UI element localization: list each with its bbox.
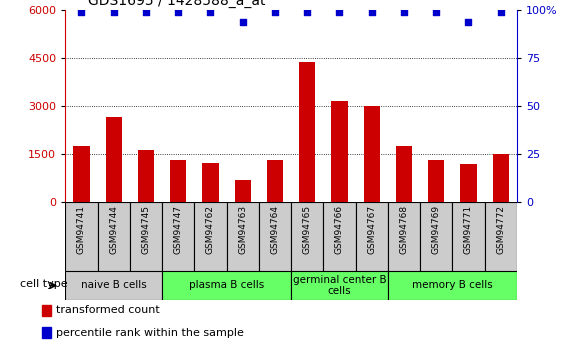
Text: GSM94744: GSM94744 [109,205,118,254]
Bar [65,202,98,271]
Bar [461,164,477,202]
Point [238,19,247,24]
Bar [227,202,259,271]
Bar [259,202,291,271]
Bar [65,272,162,299]
Point [206,10,215,15]
Bar [388,202,420,271]
Bar [299,62,315,202]
Point [270,10,279,15]
Text: GSM94745: GSM94745 [141,205,151,254]
Bar [331,101,348,202]
Bar [73,146,90,202]
Bar [194,202,227,271]
Bar [428,160,444,202]
Bar [291,202,323,271]
Bar [485,202,517,271]
Text: GDS1695 / 1428588_a_at: GDS1695 / 1428588_a_at [88,0,265,8]
Text: GSM94765: GSM94765 [303,205,312,254]
Point [77,10,86,15]
Text: memory B cells: memory B cells [412,280,493,290]
Bar [202,162,219,202]
Bar [364,106,380,202]
Text: naive B cells: naive B cells [81,280,147,290]
Text: GSM94764: GSM94764 [270,205,279,254]
Bar [162,272,291,299]
Bar [452,202,485,271]
Point [109,10,118,15]
Text: GSM94747: GSM94747 [174,205,183,254]
Text: GSM94766: GSM94766 [335,205,344,254]
Bar [267,160,283,202]
Text: GSM94767: GSM94767 [367,205,376,254]
Text: plasma B cells: plasma B cells [189,280,264,290]
Text: GSM94768: GSM94768 [399,205,408,254]
Bar [396,146,412,202]
Point [367,10,376,15]
Bar [323,202,356,271]
Bar [41,327,51,338]
Text: transformed count: transformed count [56,305,160,315]
Bar [235,180,251,202]
Point [335,10,344,15]
Point [464,19,473,24]
Bar [420,202,452,271]
Point [432,10,441,15]
Point [174,10,183,15]
Bar [170,160,186,202]
Point [496,10,506,15]
Bar [41,305,51,316]
Text: percentile rank within the sample: percentile rank within the sample [56,328,244,338]
Text: GSM94762: GSM94762 [206,205,215,254]
Bar [130,202,162,271]
Text: germinal center B
cells: germinal center B cells [293,275,386,296]
Bar [162,202,194,271]
Bar [291,272,388,299]
Point [303,10,312,15]
Bar [492,154,509,202]
Text: GSM94772: GSM94772 [496,205,506,254]
Text: GSM94763: GSM94763 [238,205,247,254]
Point [399,10,408,15]
Bar [98,202,130,271]
Text: cell type: cell type [19,279,67,289]
Bar [356,202,388,271]
Text: GSM94769: GSM94769 [432,205,441,254]
Text: GSM94771: GSM94771 [464,205,473,254]
Bar [138,150,154,202]
Bar [106,117,122,202]
Text: GSM94741: GSM94741 [77,205,86,254]
Bar [388,272,517,299]
Point [141,10,151,15]
